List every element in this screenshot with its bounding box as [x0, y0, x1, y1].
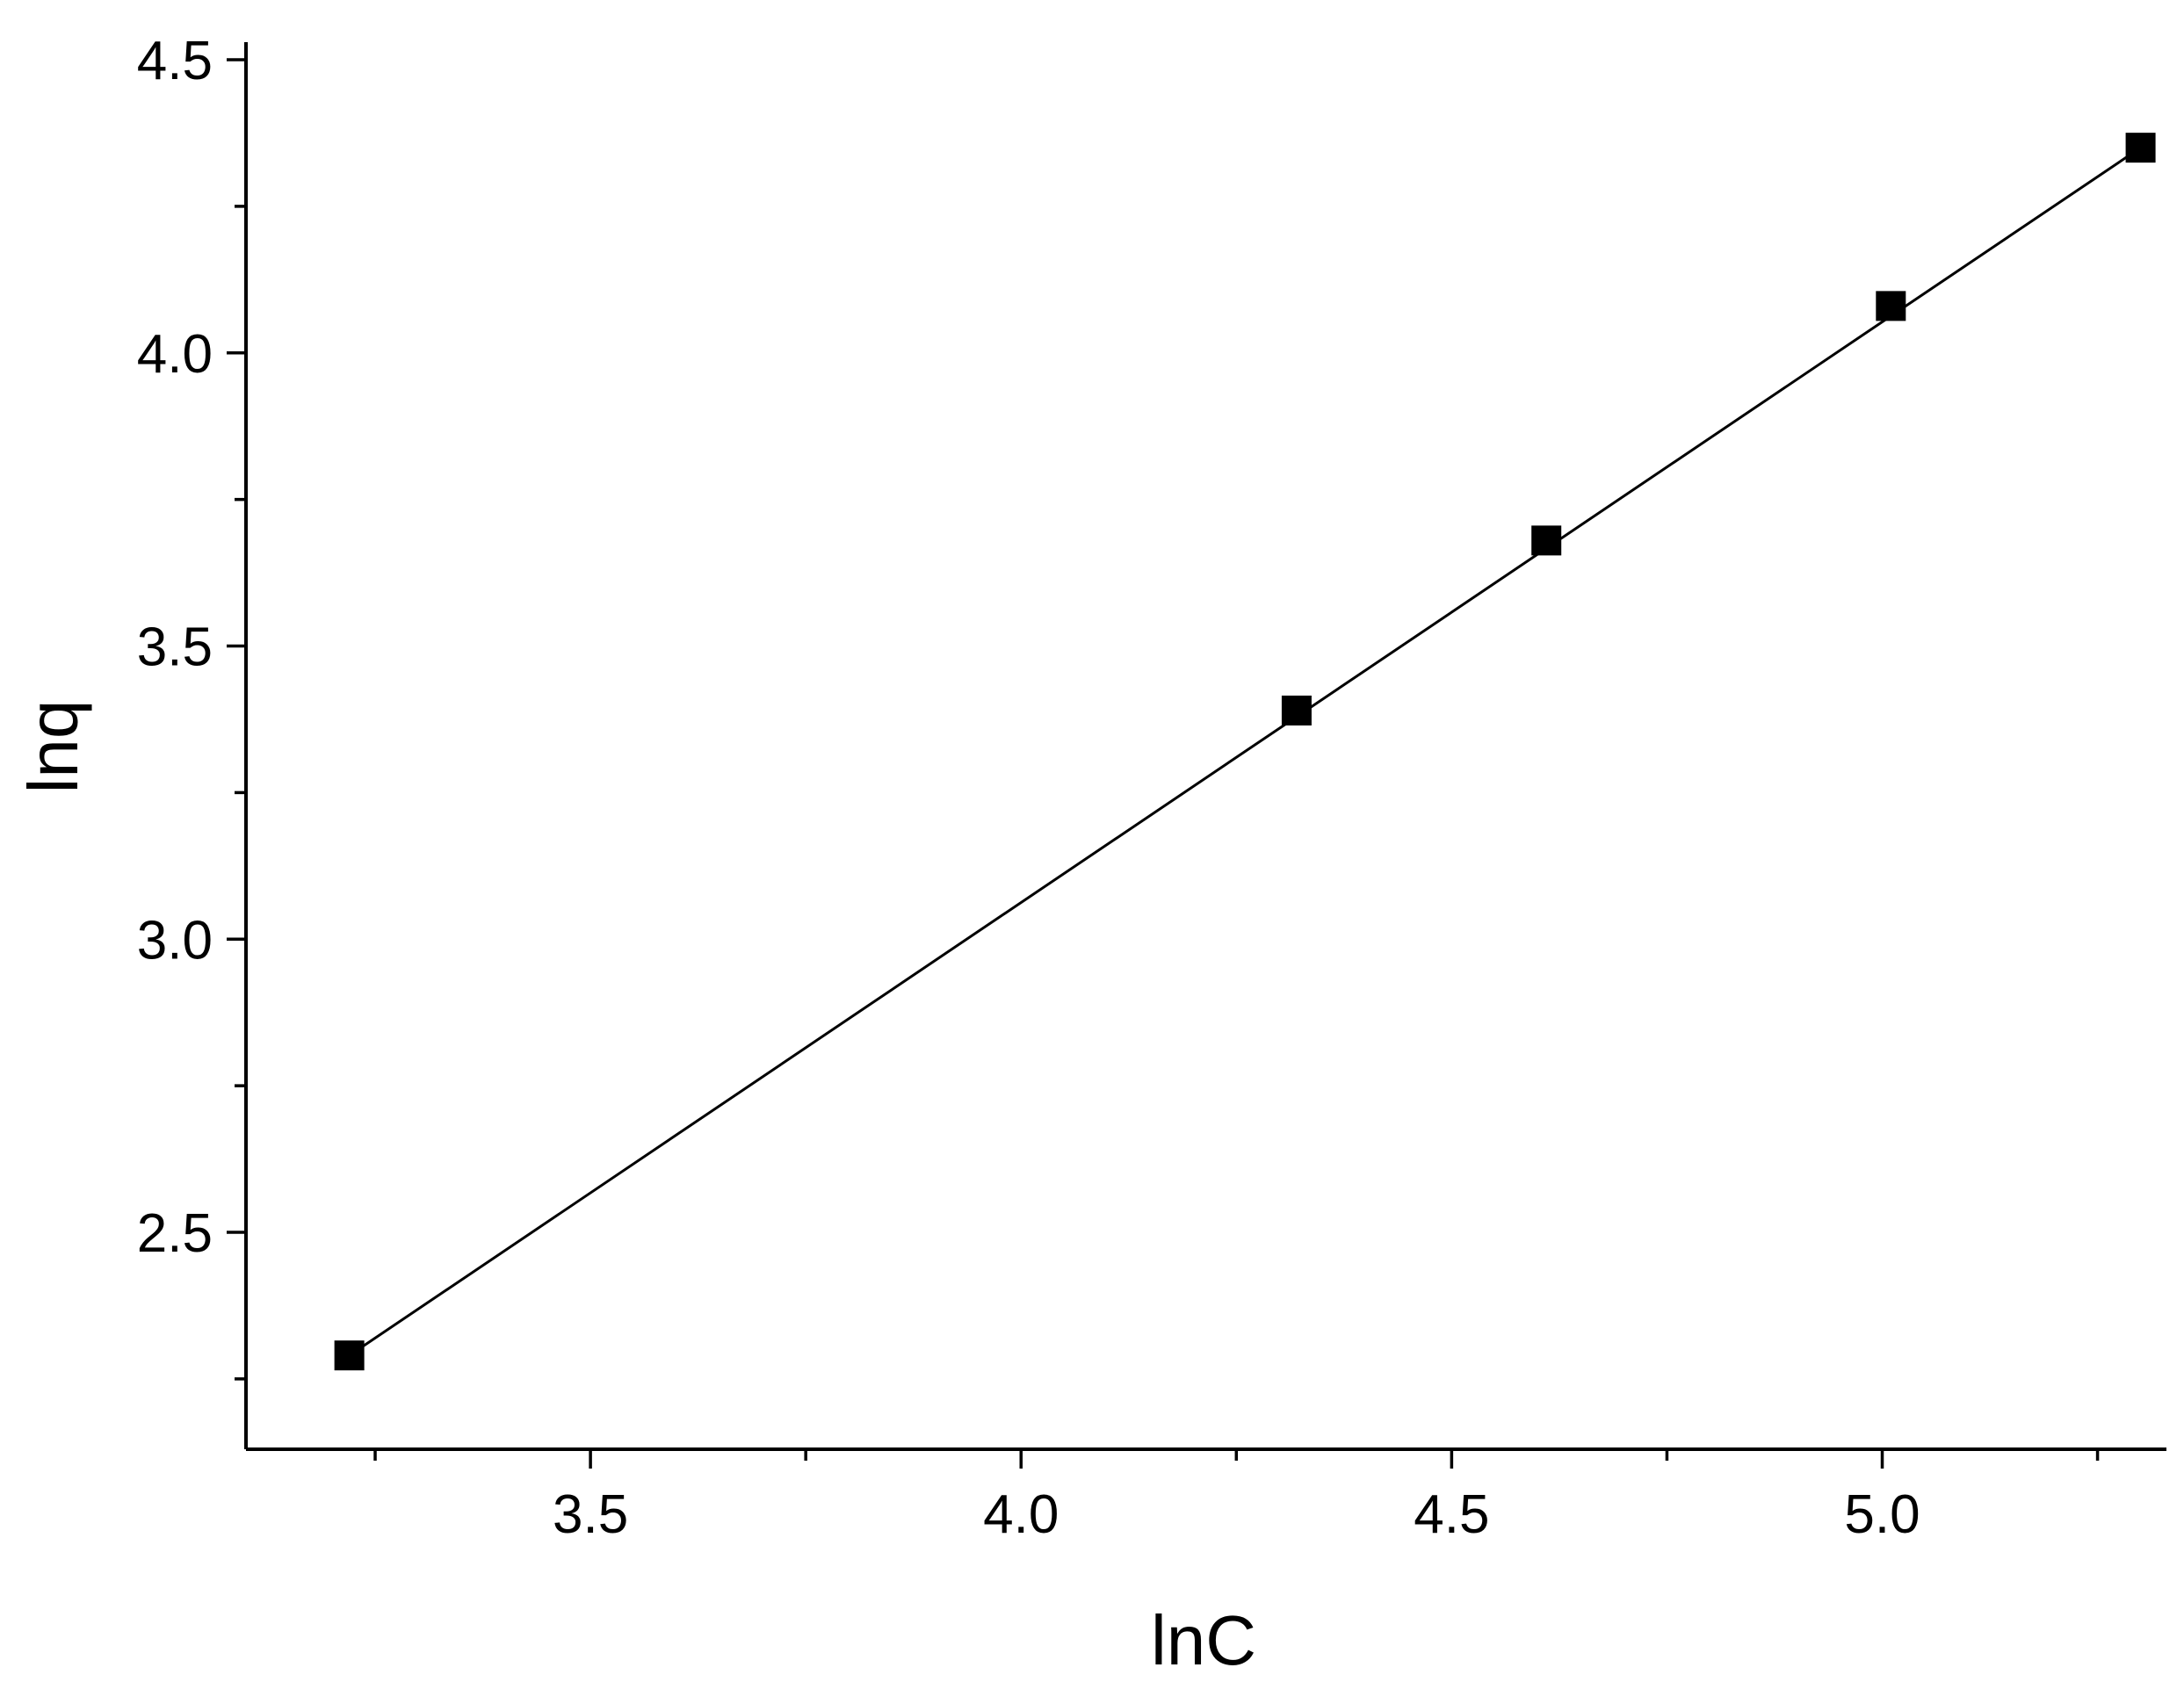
x-tick-label: 3.5	[553, 1484, 628, 1545]
data-point-square	[1531, 525, 1562, 556]
y-tick-label: 4.0	[137, 324, 213, 385]
y-axis-title: lnq	[14, 700, 92, 794]
data-point-square	[2125, 133, 2156, 163]
data-point-square	[334, 1340, 365, 1371]
y-tick-label: 4.5	[137, 31, 213, 91]
plot-area: 3.5 4.0 4.5 5.0 2.5 3.0 3.5 4.0 4.5	[137, 31, 2166, 1545]
x-tick-label: 4.5	[1414, 1484, 1489, 1545]
x-tick-label: 4.0	[983, 1484, 1059, 1545]
y-tick-label: 3.0	[137, 910, 213, 971]
y-tick-label: 3.5	[137, 617, 213, 678]
x-tick-label: 5.0	[1844, 1484, 1920, 1545]
data-point-square	[1281, 695, 1312, 725]
fit-line	[348, 146, 2142, 1357]
x-axis-title: lnC	[1151, 1601, 1256, 1679]
data-point-square	[1876, 291, 1906, 321]
y-tick-label: 2.5	[137, 1203, 213, 1264]
